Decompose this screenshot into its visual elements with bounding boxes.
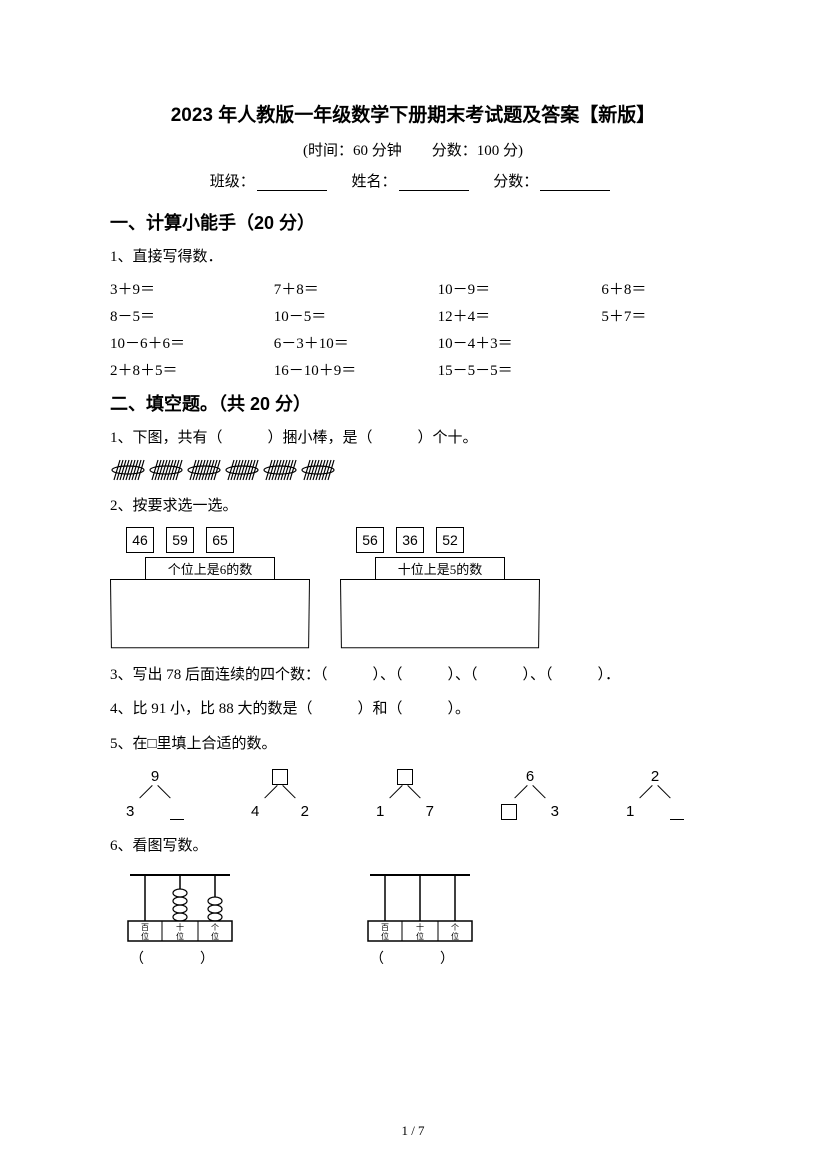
- svg-text:位: 位: [211, 931, 219, 941]
- calc-row: 2＋8＋5＝16－10＋9＝15－5－5＝: [110, 359, 716, 380]
- calc-cell: 10－9＝: [438, 278, 602, 299]
- number-box: 36: [396, 527, 424, 553]
- calc-cell: 5＋7＝: [601, 305, 716, 326]
- calc-cell: [601, 359, 716, 380]
- svg-text:位: 位: [381, 931, 389, 941]
- s2-q5: 5、在□里填上合适的数。: [110, 730, 716, 759]
- q1-label: 1、直接写得数．: [110, 243, 716, 272]
- calc-cell: 15－5－5＝: [438, 359, 602, 380]
- exam-subtitle: (时间：60 分钟 分数：100 分): [110, 139, 716, 160]
- calc-cell: 10－6＋6＝: [110, 332, 274, 353]
- number-box: 46: [126, 527, 154, 553]
- number-split: 17: [370, 768, 440, 820]
- abacus-1: 百位十位个位 （ ）: [120, 869, 240, 968]
- group1-label: 个位上是6的数: [145, 557, 275, 579]
- abacus2-answer[interactable]: （ ）: [360, 948, 480, 968]
- svg-text:位: 位: [416, 931, 424, 941]
- abacus-2: 百位十位个位 （ ）: [360, 869, 480, 968]
- svg-text:位: 位: [141, 931, 149, 941]
- s2-q3: 3、写出 78 后面连续的四个数：（ ）、（ ）、（ ）、（ ）．: [110, 661, 716, 690]
- number-box: 59: [166, 527, 194, 553]
- svg-text:位: 位: [176, 931, 184, 941]
- number-split: 93: [120, 768, 190, 820]
- calc-cell: 8－5＝: [110, 305, 274, 326]
- student-info: 班级： 姓名： 分数：: [110, 170, 716, 191]
- stick-bundle-icon: [148, 458, 184, 482]
- section2-heading: 二、填空题。（共 20 分）: [110, 390, 716, 416]
- calc-cell: 6－3＋10＝: [274, 332, 438, 353]
- selection-boxes: 46 59 65 个位上是6的数 56 36 52 十位上是5的数: [110, 527, 716, 649]
- group-1: 46 59 65 个位上是6的数: [110, 527, 310, 649]
- svg-text:位: 位: [451, 931, 459, 941]
- calc-cell: 6＋8＝: [601, 278, 716, 299]
- number-split: 42: [245, 768, 315, 820]
- calc-row: 8－5＝10－5＝12＋4＝5＋7＝: [110, 305, 716, 326]
- svg-text:个: 个: [451, 923, 459, 932]
- calc-cell: 12＋4＝: [438, 305, 602, 326]
- abacus-row: 百位十位个位 （ ） 百位十位个位 （ ）: [110, 869, 716, 968]
- svg-text:十: 十: [176, 922, 184, 932]
- score-blank[interactable]: [540, 190, 610, 191]
- stick-bundle-icon: [300, 458, 336, 482]
- stick-bundle-icon: [186, 458, 222, 482]
- number-split: 21: [620, 768, 690, 820]
- s2-q4: 4、比 91 小，比 88 大的数是（ ）和（ ）。: [110, 695, 716, 724]
- page-number: 1 / 7: [0, 1123, 826, 1139]
- svg-text:十: 十: [416, 922, 424, 932]
- group-2: 56 36 52 十位上是5的数: [340, 527, 540, 649]
- s2-q6: 6、看图写数。: [110, 832, 716, 861]
- number-split: 63: [495, 768, 565, 820]
- group2-label: 十位上是5的数: [375, 557, 505, 579]
- calculation-table: 3＋9＝7＋8＝10－9＝6＋8＝ 8－5＝10－5＝12＋4＝5＋7＝ 10－6＋…: [110, 278, 716, 380]
- stick-bundles: [110, 458, 716, 482]
- s2-q1: 1、下图，共有（ ）捆小棒，是（ ）个十。: [110, 424, 716, 453]
- svg-text:百: 百: [381, 923, 389, 932]
- s2-q2: 2、按要求选一选。: [110, 492, 716, 521]
- group1-box[interactable]: [110, 579, 310, 648]
- calc-cell: 10－5＝: [274, 305, 438, 326]
- svg-text:个: 个: [211, 923, 219, 932]
- stick-bundle-icon: [110, 458, 146, 482]
- number-splits: 93 42 17 63 21: [110, 768, 716, 820]
- calc-cell: [601, 332, 716, 353]
- exam-title: 2023 年人教版一年级数学下册期末考试题及答案【新版】: [110, 100, 716, 127]
- score-label: 分数：: [493, 174, 538, 190]
- calc-cell: 10－4＋3＝: [438, 332, 602, 353]
- class-blank[interactable]: [257, 190, 327, 191]
- calc-cell: 7＋8＝: [274, 278, 438, 299]
- number-box: 56: [356, 527, 384, 553]
- calc-cell: 3＋9＝: [110, 278, 274, 299]
- name-label: 姓名：: [351, 174, 396, 190]
- stick-bundle-icon: [224, 458, 260, 482]
- calc-cell: 2＋8＋5＝: [110, 359, 274, 380]
- calc-row: 3＋9＝7＋8＝10－9＝6＋8＝: [110, 278, 716, 299]
- svg-text:百: 百: [141, 923, 149, 932]
- class-label: 班级：: [210, 174, 255, 190]
- name-blank[interactable]: [399, 190, 469, 191]
- group2-box[interactable]: [340, 579, 540, 648]
- abacus1-answer[interactable]: （ ）: [120, 948, 240, 968]
- number-box: 65: [206, 527, 234, 553]
- section1-heading: 一、计算小能手（20 分）: [110, 209, 716, 235]
- number-box: 52: [436, 527, 464, 553]
- calc-cell: 16－10＋9＝: [274, 359, 438, 380]
- calc-row: 10－6＋6＝6－3＋10＝10－4＋3＝: [110, 332, 716, 353]
- stick-bundle-icon: [262, 458, 298, 482]
